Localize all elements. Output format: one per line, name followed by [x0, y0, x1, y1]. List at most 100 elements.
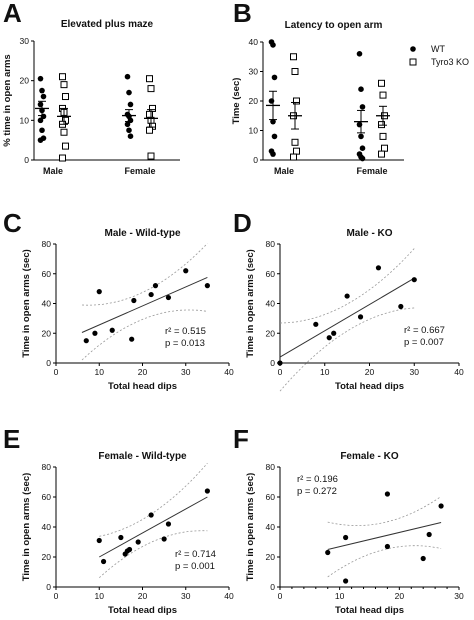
- wt-data-point: [39, 87, 45, 94]
- y-axis-label: Time in open arms (sec): [21, 249, 32, 358]
- y-tick-label: 80: [266, 462, 276, 472]
- y-tick-label: 80: [42, 462, 52, 472]
- regression-line: [81, 277, 208, 333]
- y-tick-label: 40: [266, 522, 276, 532]
- wt-data-point: [356, 51, 363, 57]
- wt-data-point: [39, 127, 45, 134]
- ci-lower-curve: [327, 545, 442, 578]
- ko-data-point: [59, 154, 66, 162]
- chart-title: Male - Wild-type: [104, 228, 180, 239]
- panel-letter-d: D: [233, 208, 252, 238]
- wt-data-point: [358, 86, 364, 92]
- x-tick-label: 30: [410, 367, 420, 377]
- y-axis-label: Time in open arms (sec): [245, 473, 256, 582]
- data-point: [109, 327, 115, 333]
- ko-data-point: [149, 104, 156, 112]
- chart-title: Elevated plus maze: [61, 19, 154, 30]
- x-axis-label: Total head dips: [335, 381, 404, 392]
- y-axis-label: Time in open arms (sec): [21, 473, 32, 582]
- x-axis-label: Total head dips: [108, 381, 177, 392]
- data-point: [96, 537, 102, 544]
- y-axis-label: % time in open arms: [2, 54, 13, 146]
- data-point: [343, 578, 349, 584]
- y-tick-label: 0: [24, 155, 29, 165]
- x-tick-label: 40: [224, 367, 234, 377]
- data-point: [161, 536, 167, 542]
- y-tick-label: 60: [42, 492, 52, 502]
- data-point: [129, 336, 135, 342]
- ko-data-point: [146, 126, 153, 134]
- y-tick-label: 20: [266, 552, 276, 562]
- ko-data-point: [147, 85, 155, 93]
- panel-letter-a: A: [3, 0, 22, 28]
- stat-label: r² = 0.196: [297, 474, 338, 485]
- data-point: [411, 277, 417, 283]
- data-point: [183, 268, 189, 274]
- data-point: [100, 558, 107, 565]
- x-tick-label: 10: [95, 367, 105, 377]
- data-point: [83, 338, 89, 344]
- panel-letter-c: C: [3, 208, 22, 238]
- data-point: [92, 330, 98, 336]
- data-point: [96, 289, 102, 295]
- data-point: [344, 293, 350, 299]
- x-tick-label: 40: [224, 591, 234, 601]
- wt-data-point: [127, 101, 134, 108]
- ko-data-point: [290, 153, 297, 161]
- y-tick-label: 0: [253, 155, 258, 165]
- data-point: [384, 491, 390, 497]
- legend-wt-label: WT: [431, 44, 445, 54]
- wt-data-point: [126, 89, 132, 96]
- x-tick-label: 0: [278, 367, 283, 377]
- stat-label: p = 0.001: [175, 561, 215, 572]
- x-category-label: Male: [43, 166, 63, 176]
- ko-data-point: [146, 75, 153, 83]
- ko-data-point: [378, 150, 385, 158]
- data-point: [204, 488, 210, 494]
- wt-data-point: [124, 73, 131, 80]
- data-point: [148, 512, 154, 518]
- ko-data-point: [62, 93, 69, 101]
- x-tick-label: 20: [395, 591, 405, 601]
- wt-data-point: [359, 155, 366, 162]
- ko-data-point: [60, 81, 68, 89]
- ko-data-point: [147, 152, 155, 160]
- wt-data-point: [124, 121, 131, 128]
- stat-label: p = 0.272: [297, 486, 337, 497]
- regression-line: [327, 522, 442, 550]
- ko-data-point: [378, 121, 385, 129]
- regression-line: [279, 277, 415, 358]
- ci-upper-curve: [327, 496, 442, 527]
- data-point: [357, 314, 364, 320]
- ko-data-point: [291, 68, 299, 75]
- ko-data-point: [381, 144, 388, 152]
- chart-title: Male - KO: [346, 228, 392, 239]
- chart-title: Female - Wild-type: [98, 451, 187, 462]
- ko-data-point: [379, 132, 387, 140]
- stat-label: r² = 0.667: [404, 325, 445, 336]
- wt-data-point: [126, 127, 132, 134]
- data-point: [325, 549, 331, 556]
- chart-panel-c: Male - Wild-type Total head dips Time in o…: [21, 228, 234, 392]
- data-point: [384, 543, 390, 550]
- x-tick-label: 0: [278, 591, 283, 601]
- wt-data-point: [40, 93, 47, 100]
- panel-letter-e: E: [3, 424, 20, 454]
- chart-panel-a: Elevated plus maze % time in open arms 0 10…: [2, 19, 180, 176]
- data-point: [277, 360, 283, 366]
- wt-data-point: [271, 133, 278, 140]
- stat-label: r² = 0.515: [165, 326, 206, 337]
- y-tick-label: 20: [42, 552, 52, 562]
- y-tick-label: 20: [20, 76, 30, 86]
- data-point: [165, 294, 172, 301]
- x-category-label: Male: [274, 166, 294, 176]
- y-tick-label: 40: [42, 522, 52, 532]
- wt-data-point: [359, 145, 366, 151]
- chart-panel-b: Latency to open arm Time (sec) 0 10 20 30 40 Ma…: [231, 20, 404, 176]
- ko-data-point: [293, 97, 300, 105]
- wt-data-point: [127, 133, 134, 139]
- y-tick-label: 20: [249, 96, 259, 106]
- wt-data-point: [37, 137, 44, 143]
- ci-upper-curve: [99, 462, 208, 537]
- chart-title: Female - KO: [340, 451, 399, 462]
